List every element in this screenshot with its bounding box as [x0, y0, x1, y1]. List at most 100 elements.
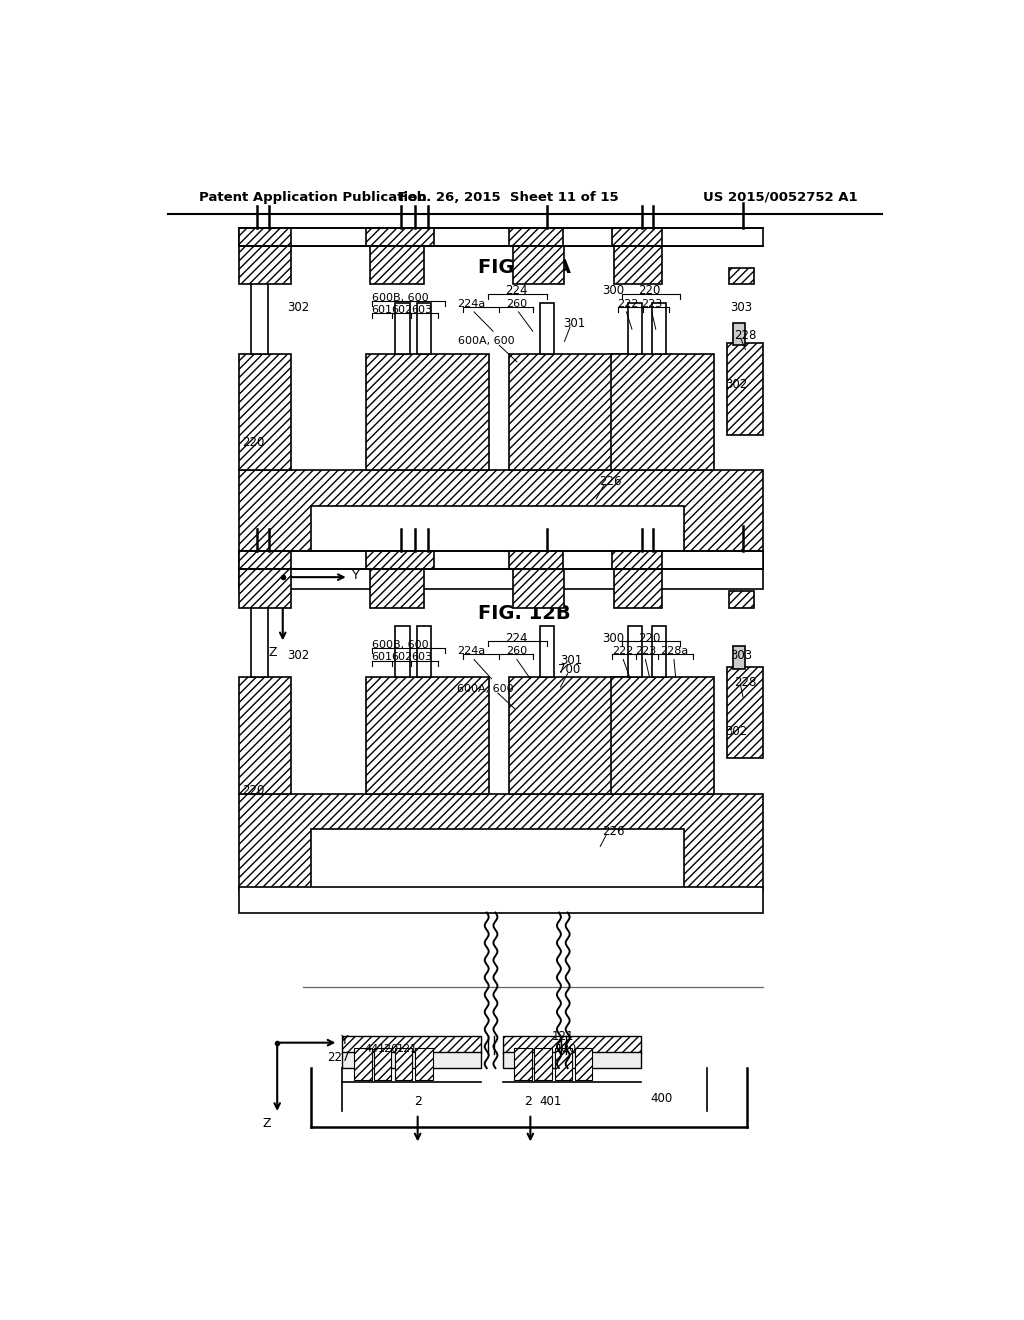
Text: 228: 228	[734, 676, 757, 689]
Text: 223: 223	[641, 298, 663, 309]
Bar	[514, 1048, 531, 1080]
Bar	[509, 227, 563, 246]
Text: 226: 226	[602, 825, 625, 838]
Bar	[374, 1048, 391, 1080]
Bar	[240, 246, 291, 284]
Text: 121: 121	[396, 1044, 418, 1053]
Text: 601: 601	[372, 652, 392, 663]
Bar	[240, 227, 291, 246]
Bar	[612, 550, 663, 569]
Text: 603: 603	[411, 305, 432, 315]
Text: Z: Z	[262, 1117, 271, 1130]
Bar	[342, 1052, 481, 1068]
Text: 222: 222	[612, 647, 634, 656]
Bar	[240, 470, 763, 568]
Text: Y: Y	[341, 1034, 348, 1047]
Bar	[240, 887, 763, 912]
Text: 224: 224	[506, 632, 528, 644]
Text: 602: 602	[391, 305, 413, 315]
Bar	[614, 569, 663, 607]
Bar	[652, 626, 666, 677]
Text: 600A, 600: 600A, 600	[457, 684, 513, 694]
Bar	[367, 550, 433, 569]
Bar	[342, 1036, 481, 1053]
Bar	[733, 323, 744, 346]
Bar	[370, 569, 424, 607]
Bar	[535, 1048, 552, 1080]
Text: 220: 220	[243, 784, 264, 797]
Text: 223: 223	[635, 647, 656, 656]
Bar	[628, 626, 642, 677]
Text: 303: 303	[730, 649, 753, 661]
Text: 260: 260	[506, 298, 527, 309]
Bar	[513, 569, 564, 607]
Text: 303: 303	[730, 301, 753, 314]
Text: 260: 260	[506, 647, 527, 656]
Text: 302: 302	[288, 649, 309, 661]
Text: Feb. 26, 2015  Sheet 11 of 15: Feb. 26, 2015 Sheet 11 of 15	[399, 190, 618, 203]
Text: US 2015/0052752 A1: US 2015/0052752 A1	[703, 190, 858, 203]
Text: 44: 44	[365, 1044, 379, 1053]
Text: 2: 2	[414, 1096, 422, 1107]
Text: Y: Y	[352, 569, 359, 582]
Text: 302: 302	[288, 301, 309, 314]
Bar	[727, 343, 763, 434]
Bar	[240, 227, 763, 246]
Text: 222: 222	[617, 298, 639, 309]
Text: 227: 227	[327, 1052, 349, 1064]
Bar	[416, 1048, 433, 1080]
Bar	[729, 591, 754, 607]
Text: 220: 220	[638, 632, 660, 644]
Text: 224: 224	[506, 284, 528, 297]
Text: 220: 220	[638, 284, 660, 297]
Bar	[394, 1048, 412, 1080]
Bar	[395, 302, 410, 354]
Text: 601: 601	[372, 305, 392, 315]
Text: 300: 300	[602, 632, 624, 644]
Text: Patent Application Publication: Patent Application Publication	[200, 190, 427, 203]
Bar	[610, 677, 714, 793]
Bar	[417, 302, 431, 354]
Text: 121: 121	[552, 1030, 574, 1043]
Bar	[240, 354, 291, 470]
Text: 600B, 600: 600B, 600	[372, 640, 428, 651]
Text: 224a: 224a	[457, 647, 485, 656]
Bar	[610, 354, 714, 470]
Bar	[240, 569, 291, 607]
Bar	[395, 626, 410, 677]
Text: FIG. 12A: FIG. 12A	[478, 257, 571, 277]
Bar	[370, 246, 424, 284]
Text: 302: 302	[725, 725, 748, 738]
Bar	[367, 227, 433, 246]
Text: 603: 603	[411, 652, 432, 663]
Bar	[354, 1048, 372, 1080]
Bar	[612, 227, 663, 246]
Text: 401: 401	[539, 1096, 561, 1107]
Bar	[509, 677, 627, 793]
Bar	[367, 354, 489, 470]
Bar	[540, 626, 554, 677]
Bar	[727, 667, 763, 758]
Bar	[652, 302, 666, 354]
Bar	[310, 506, 684, 568]
Text: 2: 2	[524, 1096, 531, 1107]
Text: 400: 400	[650, 1092, 673, 1105]
Bar	[367, 677, 489, 793]
Text: 228a: 228a	[659, 647, 688, 656]
Bar	[503, 1036, 641, 1053]
Text: 301: 301	[560, 653, 583, 667]
Bar	[310, 829, 684, 890]
Text: 602: 602	[391, 652, 413, 663]
Bar	[733, 647, 744, 669]
Bar	[509, 354, 627, 470]
Bar	[555, 1048, 572, 1080]
Text: 224a: 224a	[457, 298, 485, 309]
Bar	[628, 302, 642, 354]
Bar	[417, 626, 431, 677]
Text: 300: 300	[602, 284, 624, 297]
Bar	[509, 550, 563, 569]
Text: 220: 220	[243, 437, 264, 450]
Bar	[240, 550, 291, 569]
Text: 301: 301	[563, 317, 585, 330]
Text: 302: 302	[725, 378, 748, 391]
